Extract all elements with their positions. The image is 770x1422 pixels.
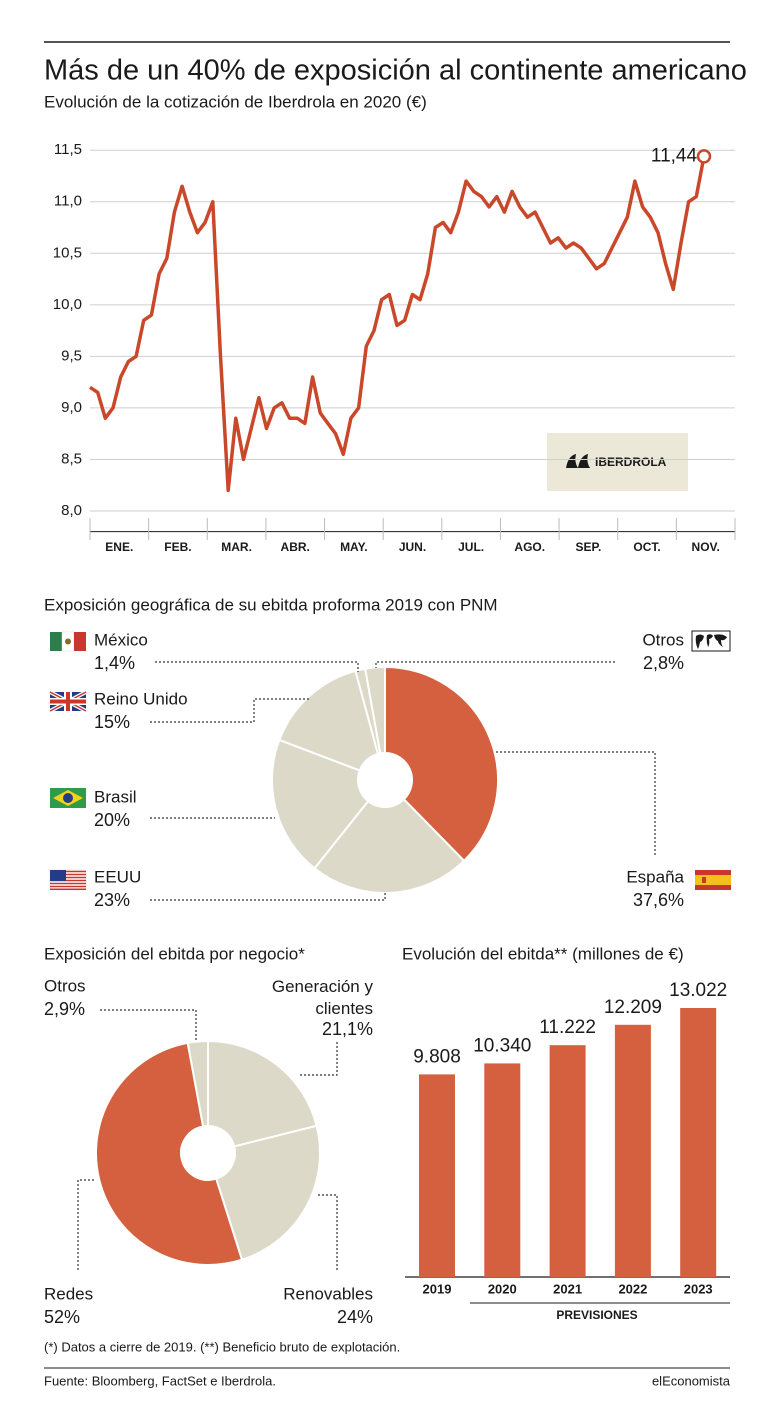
x-tick-label: 2023 — [684, 1281, 713, 1296]
value-label: 15% — [94, 712, 130, 732]
flag-brazil — [50, 788, 86, 808]
y-tick-label: 11,0 — [54, 193, 82, 210]
y-tick-label: 8,0 — [61, 502, 82, 519]
donut-slice — [384, 665, 499, 863]
chart-title: Exposición geográfica de su ebitda profo… — [44, 595, 498, 614]
donut-slice — [364, 665, 386, 755]
y-tick-label: 9,5 — [61, 347, 82, 364]
main-title: Más de un 40% de exposición al continent… — [44, 55, 747, 87]
flag-uk — [49, 690, 87, 713]
leader-line — [150, 893, 386, 901]
x-tick-label: MAY. — [340, 540, 368, 554]
leader-line — [318, 1194, 338, 1270]
x-tick-label: JUL. — [458, 540, 484, 554]
value-label: 12.209 — [604, 997, 662, 1018]
donut-slice — [207, 1039, 318, 1148]
logo-icon — [566, 454, 590, 468]
y-tick-label: 8,5 — [61, 450, 82, 467]
chart-title: Evolución del ebitda** (millones de €) — [402, 944, 684, 963]
leader-line — [150, 698, 310, 723]
y-tick-label: 10,5 — [53, 244, 82, 261]
category-label: España — [626, 867, 684, 886]
bar — [680, 1008, 717, 1277]
x-tick-label: NOV. — [692, 540, 720, 554]
x-tick-label: OCT. — [633, 540, 660, 554]
brand: elEconomista — [652, 1373, 731, 1388]
value-label: 2,9% — [44, 999, 85, 1019]
value-label: 2,8% — [643, 653, 684, 673]
x-tick-label: FEB. — [164, 540, 191, 554]
x-tick-label: 2020 — [488, 1281, 517, 1296]
donut-slice — [214, 1124, 321, 1261]
value-label: 13.022 — [669, 980, 727, 1001]
x-tick-label: ENE. — [105, 540, 133, 554]
x-tick-label: AGO. — [514, 540, 545, 554]
category-label: Brasil — [94, 787, 137, 806]
bar — [484, 1063, 521, 1277]
leader-line — [375, 661, 615, 668]
end-point — [696, 149, 712, 164]
bar — [614, 1024, 651, 1277]
x-tick-label: MAR. — [221, 540, 252, 554]
leader-line — [100, 1009, 197, 1042]
category-label: México — [94, 630, 148, 649]
value-label: 23% — [94, 890, 130, 910]
leader-line — [155, 661, 359, 672]
y-tick-label: 10,0 — [53, 296, 82, 313]
value-label: 24% — [337, 1307, 373, 1327]
chart-title: Exposición del ebitda por negocio* — [44, 944, 305, 963]
bar — [419, 1074, 455, 1277]
value-label: 10.340 — [473, 1035, 531, 1056]
value-label: 37,6% — [633, 890, 684, 910]
value-label: 11.222 — [539, 1017, 596, 1038]
category-label: Otros — [44, 976, 86, 995]
leader-line — [300, 1042, 338, 1076]
donut-slice — [95, 1041, 244, 1266]
flag-mexico — [50, 631, 86, 652]
world-icon — [691, 630, 731, 652]
x-tick-label: JUN. — [399, 540, 426, 554]
logo-text: IBERDROLA — [595, 455, 667, 469]
value-label: 20% — [94, 810, 130, 830]
category-label: Reino Unido — [94, 689, 188, 708]
leader-line — [77, 1179, 96, 1270]
bar — [549, 1045, 586, 1277]
donut-slice — [271, 738, 370, 870]
price-line — [89, 156, 706, 493]
value-label: 1,4% — [94, 653, 135, 673]
x-tick-label: 2022 — [618, 1281, 647, 1296]
x-tick-label: 2021 — [553, 1281, 582, 1296]
flag-usa — [49, 869, 87, 891]
category-label: Redes — [44, 1284, 93, 1303]
x-tick-label: 2019 — [423, 1281, 452, 1296]
value-label: 11,44 — [651, 145, 698, 166]
flag-spain — [695, 870, 731, 890]
x-tick-label: SEP. — [576, 540, 602, 554]
category-label: Generación y clientes — [271, 977, 373, 1018]
source: Fuente: Bloomberg, FactSet e Iberdrola. — [44, 1373, 276, 1388]
category-label: EEUU — [94, 867, 141, 886]
donut-slice — [278, 669, 380, 772]
x-tick-label: ABR. — [281, 540, 310, 554]
y-tick-label: 9,0 — [61, 399, 82, 416]
footnote: (*) Datos a cierre de 2019. (**) Benefic… — [44, 1339, 400, 1354]
category-label: Otros — [642, 630, 684, 649]
leader-line — [495, 751, 656, 855]
value-label: 21,1% — [322, 1019, 373, 1039]
value-label: 9.808 — [413, 1046, 461, 1067]
chart-title: Evolución de la cotización de Iberdrola … — [44, 92, 427, 111]
value-label: 52% — [44, 1307, 80, 1327]
category-label: Renovables — [283, 1284, 373, 1303]
y-tick-label: 11,5 — [54, 141, 82, 158]
annotation: PREVISIONES — [556, 1308, 637, 1322]
donut-slice — [186, 1039, 209, 1128]
